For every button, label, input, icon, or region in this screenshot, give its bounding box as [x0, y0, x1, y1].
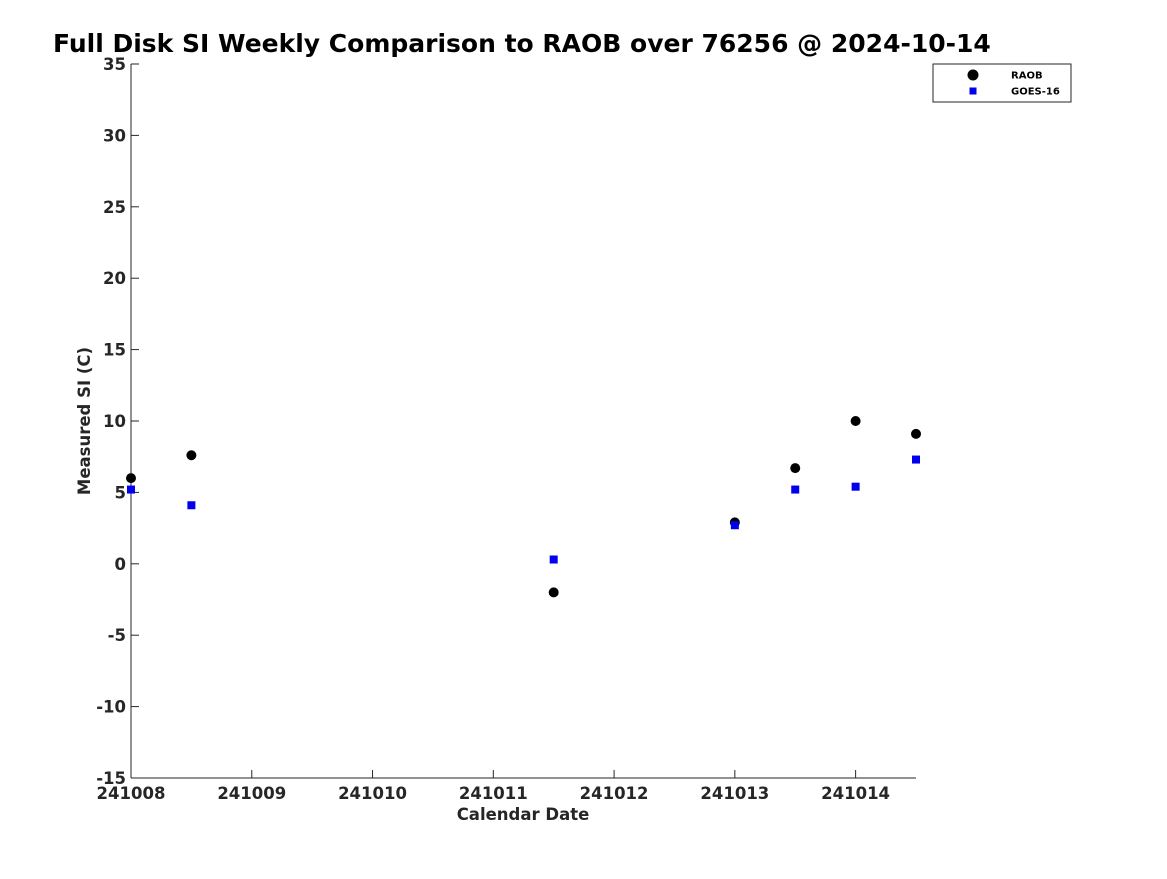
- x-tick-label: 241009: [217, 784, 286, 803]
- y-tick-label: -10: [96, 698, 126, 717]
- legend: RAOB GOES-16: [932, 63, 1072, 103]
- x-axis-label: Calendar Date: [457, 805, 590, 824]
- x-axis-ticks: 241008 241009 241010 241011 241012 241013 2410…: [97, 770, 890, 803]
- goes-16-point: [912, 455, 920, 464]
- raob-point: [186, 450, 197, 461]
- x-tick-label: 241008: [97, 784, 166, 803]
- goes-16-point: [187, 501, 196, 510]
- x-tick-label: 241012: [580, 784, 649, 803]
- chart-title: Full Disk SI Weekly Comparison to RAOB o…: [53, 29, 991, 58]
- y-tick-label: -15: [96, 769, 126, 788]
- y-tick-label: 30: [103, 126, 126, 145]
- y-tick-label: 10: [103, 412, 126, 431]
- goes-16-point: [730, 521, 739, 530]
- goes-16-point: [549, 555, 558, 564]
- raob-point: [850, 416, 861, 426]
- legend-box: [932, 63, 1072, 103]
- x-tick-label: 241010: [338, 784, 407, 803]
- y-axis-ticks: -15 -10 -5 0 5 10 15 20 25 30 35: [96, 55, 139, 788]
- goes-16-point: [851, 482, 860, 491]
- y-tick-label: 5: [115, 483, 126, 502]
- y-tick-label: -5: [108, 626, 126, 645]
- legend-marker-goes-16: [969, 87, 977, 95]
- goes-16-point: [127, 485, 135, 494]
- raob-point: [790, 463, 801, 474]
- raob-point: [911, 428, 921, 439]
- y-tick-label: 15: [103, 341, 126, 360]
- raob-point: [126, 473, 136, 484]
- y-tick-label: 20: [103, 269, 126, 288]
- x-tick-label: 241014: [821, 784, 890, 803]
- legend-entries: RAOB GOES-16: [967, 69, 1060, 98]
- plot-area: -15 -10 -5 0 5 10 15 20 25 30 35 241008 241009 24101…: [96, 55, 921, 803]
- raob-point: [548, 587, 559, 598]
- goes-16-point: [791, 485, 800, 494]
- data-points: [126, 416, 921, 598]
- x-tick-label: 241011: [459, 784, 528, 803]
- legend-label: GOES-16: [1011, 87, 1060, 98]
- x-tick-label: 241013: [700, 784, 769, 803]
- legend-marker-raob: [967, 69, 979, 81]
- legend-label: RAOB: [1011, 71, 1043, 82]
- y-tick-label: 35: [103, 55, 126, 74]
- y-axis-label: Measured SI (C): [75, 347, 94, 495]
- y-tick-label: 25: [103, 198, 126, 217]
- y-tick-label: 0: [115, 555, 126, 574]
